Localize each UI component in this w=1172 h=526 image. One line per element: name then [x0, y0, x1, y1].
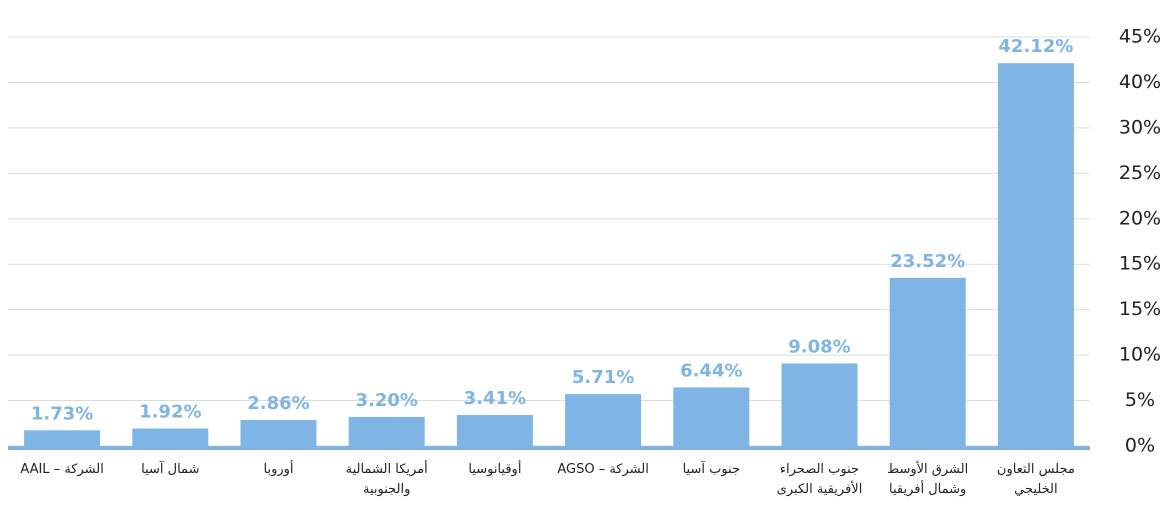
- bar: [24, 430, 101, 446]
- data-label: 1.92%: [139, 402, 201, 423]
- x-tick-label: الشرق الأوسط وشمال أفريقيا: [887, 462, 969, 497]
- data-label: 3.20%: [355, 390, 417, 411]
- data-label: 1.73%: [31, 403, 93, 424]
- x-tick-label: أوروبا: [263, 462, 294, 477]
- y-tick-label: 30%: [1119, 116, 1161, 138]
- x-tick-label: شمال آسيا: [141, 462, 200, 477]
- data-label: 6.44%: [680, 360, 742, 381]
- y-tick-label: 45%: [1119, 26, 1161, 48]
- bar: [889, 277, 966, 446]
- y-tick-label: 15%: [1119, 298, 1161, 320]
- data-label: 3.41%: [464, 388, 526, 409]
- y-tick-label: 15%: [1119, 253, 1161, 275]
- bar: [348, 416, 425, 446]
- y-tick-label: 40%: [1119, 71, 1161, 93]
- bar: [781, 363, 858, 446]
- bar: [240, 420, 317, 446]
- x-tick-label: أوقيانوسيا: [468, 462, 522, 477]
- bar: [456, 415, 533, 446]
- x-tick-label: جنوب آسيا: [682, 462, 741, 477]
- data-label: 2.86%: [247, 393, 309, 414]
- y-tick-label: 25%: [1119, 162, 1161, 184]
- x-tick-label: جنوب الصحراء الأفريقية الكبرى: [776, 462, 863, 497]
- y-tick-label: 10%: [1119, 344, 1161, 366]
- data-label: 42.12%: [998, 36, 1073, 57]
- bar: [997, 63, 1074, 447]
- data-label: 5.71%: [572, 367, 634, 388]
- y-tick-label: 5%: [1125, 389, 1155, 411]
- x-tick-label: أمريكا الشمالية والجنوبية: [345, 462, 428, 497]
- x-tick-label: الشركة – AGSO: [557, 462, 649, 477]
- data-label: 9.08%: [788, 336, 850, 357]
- x-tick-label: الشركة – AAIL: [20, 462, 104, 477]
- y-tick-label: 0%: [1125, 435, 1155, 457]
- bar: [132, 428, 209, 446]
- x-tick-label: مجلس التعاون الخليجي: [996, 462, 1075, 497]
- bar: [673, 387, 750, 446]
- bar: [565, 394, 642, 446]
- data-label: 23.52%: [890, 251, 965, 272]
- y-tick-label: 20%: [1119, 207, 1161, 229]
